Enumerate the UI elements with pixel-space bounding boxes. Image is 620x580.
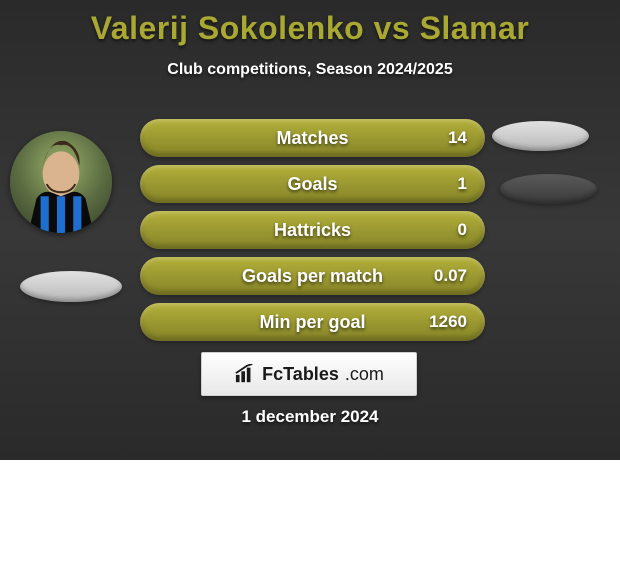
branding-name: FcTables bbox=[262, 364, 339, 385]
stat-bar-goals: Goals 1 bbox=[140, 165, 485, 203]
branding-ext: .com bbox=[345, 364, 384, 385]
stat-bar-hattricks: Hattricks 0 bbox=[140, 211, 485, 249]
subtitle: Club competitions, Season 2024/2025 bbox=[0, 61, 620, 79]
placeholder-ellipse-right-1 bbox=[492, 121, 589, 151]
stat-label: Hattricks bbox=[274, 220, 351, 241]
stat-value: 0 bbox=[458, 220, 467, 240]
stat-bar-min-per-goal: Min per goal 1260 bbox=[140, 303, 485, 341]
stat-label: Goals per match bbox=[242, 266, 383, 287]
branding-badge[interactable]: FcTables .com bbox=[201, 352, 417, 396]
comparison-card: Valerij Sokolenko vs Slamar Club competi… bbox=[0, 0, 620, 460]
stat-bar-matches: Matches 14 bbox=[140, 119, 485, 157]
stat-value: 1260 bbox=[429, 312, 467, 332]
stat-label: Matches bbox=[276, 128, 348, 149]
stat-bar-goals-per-match: Goals per match 0.07 bbox=[140, 257, 485, 295]
stat-value: 1 bbox=[458, 174, 467, 194]
placeholder-ellipse-right-2 bbox=[500, 174, 597, 204]
stat-value: 0.07 bbox=[434, 266, 467, 286]
chart-icon bbox=[234, 364, 256, 384]
player-left-avatar bbox=[10, 131, 112, 233]
placeholder-ellipse-left bbox=[20, 271, 122, 302]
stat-value: 14 bbox=[448, 128, 467, 148]
page-title: Valerij Sokolenko vs Slamar bbox=[0, 0, 620, 47]
stats-bars: Matches 14 Goals 1 Hattricks 0 Goals per… bbox=[140, 119, 485, 349]
date-text: 1 december 2024 bbox=[0, 407, 620, 427]
stat-label: Min per goal bbox=[259, 312, 365, 333]
blank-area bbox=[0, 460, 620, 580]
stat-label: Goals bbox=[287, 174, 337, 195]
